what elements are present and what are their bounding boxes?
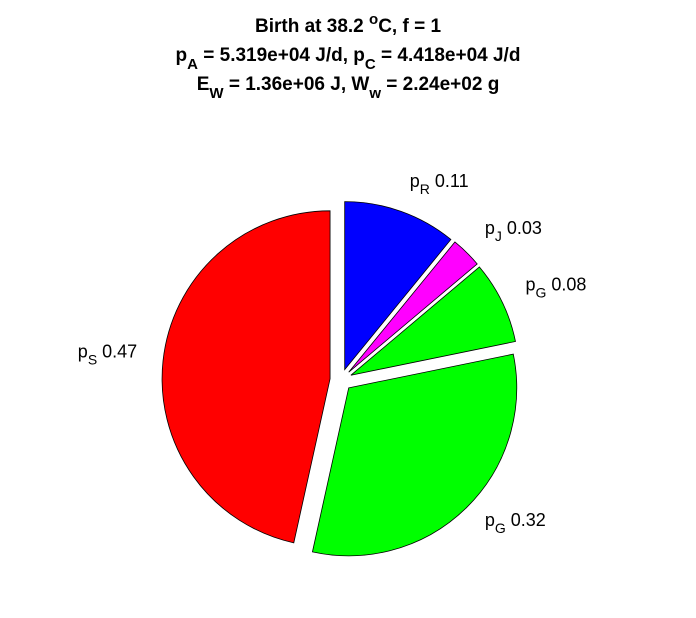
title-text: = 1.36e+06 J, W [224,74,370,95]
pie-slice [344,201,452,371]
title-superscript: o [369,11,378,28]
slice-label: pG 0.08 [526,275,587,301]
label-subscript: G [495,520,506,536]
label-name: p [78,342,88,362]
title-subscript: A [187,56,198,73]
title-text: = 5.319e+04 J/d, p [198,45,365,66]
label-value: 0.08 [551,275,586,295]
label-value: 0.32 [511,510,546,530]
pie-slice [348,241,478,373]
label-subscript: G [536,285,547,301]
title-text: E [197,74,210,95]
label-subscript: J [495,228,502,244]
label-value: 0.11 [435,171,469,191]
title-text: Birth at 38.2 [255,16,369,37]
label-value: 0.47 [102,342,137,362]
title-subscript: W [209,85,224,102]
label-name: p [410,171,420,191]
title-text: p [176,45,188,66]
label-name: p [526,275,536,295]
label-subscript: S [88,352,97,368]
chart-title: Birth at 38.2 oC, f = 1 [255,11,441,37]
slice-label: pJ 0.03 [485,218,542,244]
pie-slice [311,353,518,557]
slice-label: pG 0.32 [485,510,546,536]
label-value: 0.03 [507,218,542,238]
title-text: = 2.24e+02 g [381,74,499,95]
chart-title: EW = 1.36e+06 J, Ww = 2.24e+02 g [197,74,500,102]
label-subscript: R [420,181,430,197]
pie-slice [161,210,331,544]
title-text: = 4.418e+04 J/d [376,45,521,66]
slice-label: pR 0.11 [410,171,469,197]
title-subscript: C [365,56,376,73]
label-name: p [485,218,495,238]
chart-title: pA = 5.319e+04 J/d, pC = 4.418e+04 J/d [176,45,521,73]
title-text: C, f = 1 [378,16,441,37]
pie-slice [350,266,516,376]
label-name: p [485,510,495,530]
slice-label: pS 0.47 [78,342,137,368]
title-subscript: w [368,85,381,102]
